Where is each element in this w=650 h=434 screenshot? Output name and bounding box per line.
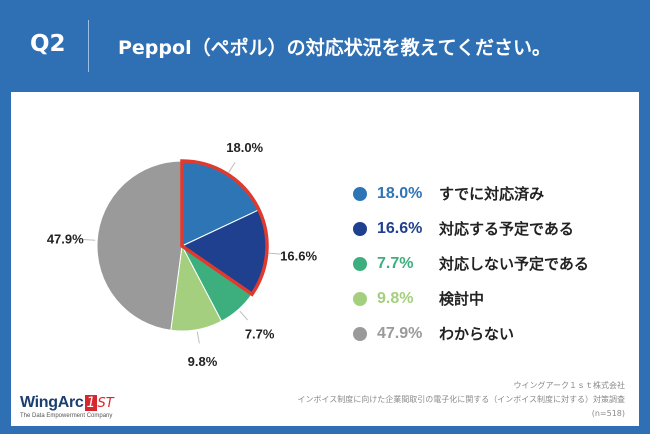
- legend-value: 47.9%: [377, 324, 423, 342]
- source-company: ウイングアーク１ｓｔ株式会社: [513, 381, 625, 390]
- pie-slice-5: [96, 160, 183, 331]
- legend-item-4: 9.8% 検討中: [353, 281, 589, 316]
- header-divider: [88, 20, 89, 72]
- header-bar: Q2 Peppol（ペポル）の対応状況を教えてください。: [0, 0, 650, 92]
- legend-item-1: 18.0% すでに対応済み: [353, 176, 589, 211]
- legend-swatch: [353, 326, 367, 341]
- source-note: ウイングアーク１ｓｔ株式会社 インボイス制度に向けた企業間取引の電子化に関する（…: [297, 379, 625, 421]
- legend-label: わからない: [439, 325, 515, 343]
- logo-wordmark: WingArc: [20, 394, 84, 411]
- leader-line-3: [239, 310, 249, 321]
- question-number: Q2: [30, 31, 66, 57]
- legend-swatch: [353, 221, 367, 236]
- company-logo: WingArc 1 ST The Data Empowerment Company: [20, 392, 114, 419]
- legend-value: 16.6%: [377, 219, 423, 237]
- leader-line-1: [228, 162, 236, 173]
- data-label-4: 9.8%: [188, 354, 218, 369]
- data-label-1: 18.0%: [226, 140, 263, 155]
- chart-title: Peppol（ペポル）の対応状況を教えてください。: [118, 37, 552, 59]
- data-label-5: 47.9%: [47, 231, 84, 246]
- legend: 18.0% すでに対応済み 16.6% 対応する予定である 7.7% 対応しない予定である…: [353, 176, 589, 351]
- legend-value: 7.7%: [377, 254, 414, 272]
- leader-line-2: [268, 252, 281, 255]
- legend-swatch: [353, 256, 367, 271]
- legend-label: 対応しない予定である: [439, 255, 589, 273]
- legend-value: 18.0%: [377, 184, 423, 202]
- legend-label: 検討中: [439, 290, 485, 308]
- legend-item-3: 7.7% 対応しない予定である: [353, 246, 589, 281]
- data-label-2: 16.6%: [280, 249, 317, 264]
- highlight-outline: [180, 159, 269, 297]
- legend-item-5: 47.9% わからない: [353, 316, 589, 351]
- leader-line-4: [196, 331, 200, 344]
- source-sample-size: (n=518): [591, 409, 625, 418]
- legend-value: 9.8%: [377, 289, 414, 307]
- source-survey: インボイス制度に向けた企業間取引の電子化に関する（インボイス制度に対する）対策調…: [297, 395, 625, 404]
- logo-tagline: The Data Empowerment Company: [20, 413, 113, 419]
- logo-mark: 1: [84, 395, 98, 411]
- logo-suffix: ST: [97, 396, 114, 411]
- legend-item-2: 16.6% 対応する予定である: [353, 211, 589, 246]
- legend-swatch: [353, 186, 367, 201]
- legend-label: 対応する予定である: [439, 220, 574, 238]
- legend-label: すでに対応済み: [439, 185, 545, 203]
- legend-swatch: [353, 291, 367, 306]
- leader-line-5: [83, 238, 96, 241]
- data-label-3: 7.7%: [245, 327, 275, 342]
